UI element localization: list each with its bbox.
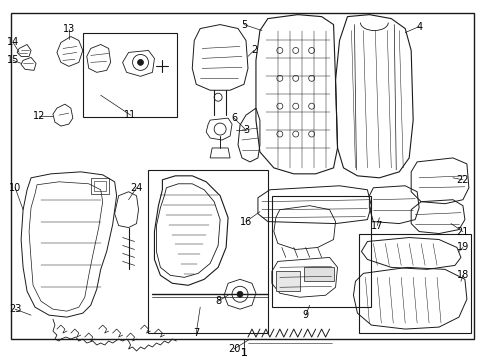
- Text: 5: 5: [241, 19, 246, 30]
- Text: 20: 20: [227, 344, 240, 354]
- Bar: [275, 271, 299, 291]
- Text: 6: 6: [230, 113, 237, 123]
- Text: 1: 1: [241, 348, 246, 358]
- Circle shape: [137, 59, 143, 66]
- Text: 7: 7: [193, 328, 199, 338]
- Text: 11: 11: [124, 110, 137, 120]
- Text: 3: 3: [243, 125, 248, 135]
- Bar: [94, 181, 105, 191]
- Bar: [82, 32, 177, 117]
- Text: 23: 23: [9, 304, 21, 314]
- Bar: [91, 178, 108, 194]
- Bar: [303, 267, 333, 281]
- Bar: [359, 234, 470, 333]
- Text: 21: 21: [456, 226, 468, 237]
- Text: 22: 22: [456, 175, 468, 185]
- Bar: [271, 196, 370, 307]
- Text: 4: 4: [415, 22, 421, 32]
- Text: 19: 19: [456, 243, 468, 252]
- Text: 10: 10: [9, 183, 21, 193]
- Text: 16: 16: [240, 217, 252, 226]
- Text: 24: 24: [130, 183, 142, 193]
- Text: 17: 17: [370, 221, 383, 231]
- Text: 8: 8: [215, 296, 221, 306]
- Text: 9: 9: [302, 310, 308, 320]
- Text: 2: 2: [250, 45, 257, 55]
- Text: 13: 13: [62, 23, 75, 33]
- Text: 14: 14: [7, 37, 19, 48]
- Text: 12: 12: [33, 111, 45, 121]
- Text: 15: 15: [7, 55, 20, 66]
- Text: 1: 1: [240, 348, 247, 358]
- Text: 18: 18: [456, 270, 468, 280]
- Bar: [148, 170, 267, 333]
- Circle shape: [237, 291, 243, 297]
